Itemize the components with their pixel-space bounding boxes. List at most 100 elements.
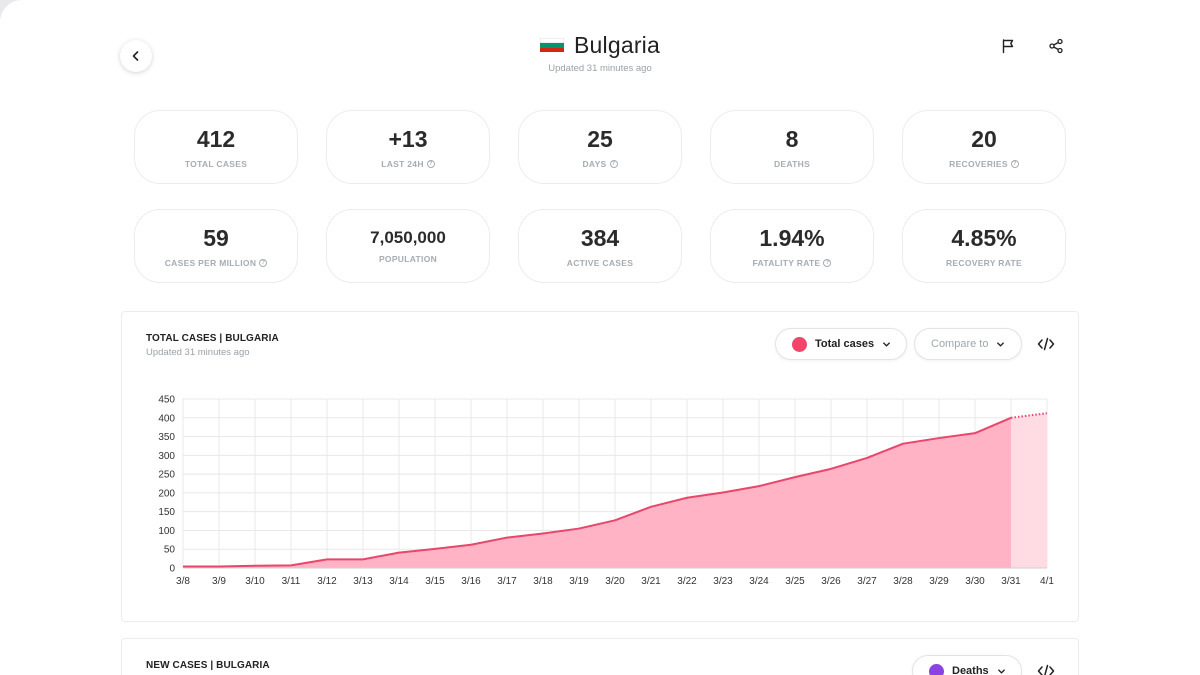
compare-select-placeholder: Compare to: [931, 338, 989, 350]
x-tick-label: 3/16: [461, 576, 481, 587]
info-icon[interactable]: ?: [259, 258, 268, 267]
x-tick-label: 4/1: [1040, 576, 1054, 587]
x-tick-label: 3/9: [212, 576, 226, 587]
x-tick-label: 3/11: [282, 576, 301, 587]
stat-value: 4.85%: [951, 224, 1017, 251]
stat-label-text: RECOVERIES: [949, 158, 1008, 169]
x-tick-label: 3/14: [389, 576, 409, 587]
y-tick-label: 0: [169, 564, 175, 575]
metric-color-dot: [929, 663, 944, 675]
x-tick-label: 3/30: [965, 576, 985, 587]
total-cases-card: TOTAL CASES | BULGARIA Updated 31 minute…: [121, 311, 1079, 622]
updated-timestamp: Updated 31 minutes ago: [548, 62, 652, 74]
compare-select[interactable]: Compare to: [914, 328, 1022, 360]
metric-select-label: Total cases: [815, 338, 875, 350]
y-tick-label: 150: [158, 507, 175, 518]
stat-label: FATALITY RATE?: [753, 258, 832, 268]
stat-label-text: ACTIVE CASES: [566, 257, 634, 268]
x-tick-label: 3/18: [533, 576, 553, 587]
y-tick-label: 200: [158, 488, 175, 499]
stat-label: DEATHS: [774, 159, 810, 169]
stat-label-text: LAST 24H: [381, 158, 424, 169]
info-icon[interactable]: ?: [823, 258, 832, 267]
stat-value: 25: [587, 125, 613, 152]
stat-card: 8 DEATHS: [710, 110, 874, 184]
stat-card: 4.85% RECOVERY RATE: [902, 209, 1066, 283]
metric-color-dot: [792, 336, 807, 352]
stat-value: 412: [196, 125, 236, 152]
stat-label-text: CASES PER MILLION: [164, 257, 257, 268]
x-tick-label: 3/21: [641, 576, 661, 587]
y-tick-label: 100: [158, 526, 175, 537]
x-tick-label: 3/29: [929, 576, 949, 587]
stat-card: 1.94% FATALITY RATE?: [710, 209, 874, 283]
y-tick-label: 350: [158, 432, 175, 443]
projected-area: [1011, 413, 1047, 568]
x-tick-label: 3/15: [425, 576, 445, 587]
x-tick-label: 3/17: [497, 576, 517, 587]
stat-label-text: RECOVERY RATE: [945, 257, 1022, 268]
y-tick-label: 450: [158, 395, 175, 406]
stat-card: 412 TOTAL CASES: [134, 110, 298, 184]
total-cases-line: [183, 416, 1012, 568]
card-updated: Updated 31 minutes ago: [146, 347, 250, 358]
total-cases-area: [183, 417, 1011, 568]
code-icon: [1037, 337, 1055, 351]
stat-value: 59: [203, 224, 229, 251]
x-tick-label: 3/24: [749, 576, 769, 587]
chevron-down-icon: [997, 668, 1005, 674]
x-tick-label: 3/31: [1001, 576, 1021, 587]
stat-label: ACTIVE CASES: [567, 258, 633, 268]
metric-select-label: Deaths: [952, 665, 989, 675]
info-icon[interactable]: ?: [426, 159, 435, 168]
card-title: TOTAL CASES | BULGARIA: [146, 333, 279, 344]
stat-card: 20 RECOVERIES?: [902, 110, 1066, 184]
card-title: NEW CASES | BULGARIA: [146, 660, 270, 671]
y-tick-label: 250: [158, 470, 175, 481]
x-tick-label: 3/27: [857, 576, 877, 587]
stat-label-text: DEATHS: [773, 158, 811, 169]
y-tick-label: 50: [164, 545, 176, 556]
back-button[interactable]: [120, 40, 152, 72]
page-title: Bulgaria: [574, 31, 660, 58]
stat-value: 8: [785, 125, 799, 152]
stat-value: +13: [388, 125, 428, 152]
chevron-left-icon: [132, 51, 139, 61]
stat-card: 25 DAYS?: [518, 110, 682, 184]
x-tick-label: 3/26: [821, 576, 841, 587]
share-icon: [1049, 38, 1063, 54]
stat-card: 59 CASES PER MILLION?: [134, 209, 298, 283]
flag-icon: [1002, 39, 1014, 54]
embed-button[interactable]: [1035, 662, 1057, 675]
x-tick-label: 3/13: [353, 576, 373, 587]
stats-row-2: 59 CASES PER MILLION? 7,050,000 POPULATION 3…: [134, 209, 1066, 283]
metric-select[interactable]: Total cases: [775, 328, 907, 360]
x-tick-label: 3/10: [245, 576, 265, 587]
info-icon[interactable]: ?: [609, 159, 618, 168]
stat-label: TOTAL CASES: [185, 159, 247, 169]
stat-label: RECOVERY RATE: [946, 258, 1022, 268]
stat-value: 1.94%: [759, 224, 825, 251]
report-button[interactable]: [998, 36, 1018, 56]
new-cases-card: NEW CASES | BULGARIA Deaths: [121, 638, 1079, 675]
stat-label: RECOVERIES?: [949, 159, 1019, 169]
share-button[interactable]: [1046, 36, 1066, 56]
x-tick-label: 3/8: [176, 576, 190, 587]
info-icon[interactable]: ?: [1010, 159, 1019, 168]
stat-label-text: POPULATION: [378, 254, 438, 264]
page-header: Bulgaria Updated 31 minutes ago: [0, 30, 1200, 74]
x-tick-label: 3/23: [713, 576, 733, 587]
stat-label: CASES PER MILLION?: [165, 258, 268, 268]
stat-value: 20: [971, 125, 997, 152]
stat-label: LAST 24H?: [381, 159, 435, 169]
metric-select[interactable]: Deaths: [912, 655, 1022, 675]
x-tick-label: 3/28: [893, 576, 913, 587]
stat-value: 7,050,000: [370, 228, 446, 247]
x-tick-label: 3/19: [569, 576, 589, 587]
embed-button[interactable]: [1035, 335, 1057, 353]
stat-label-text: TOTAL CASES: [184, 158, 248, 169]
stat-value: 384: [580, 224, 620, 251]
stats-row-1: 412 TOTAL CASES +13 LAST 24H? 25 DAYS? 8 DEATHS…: [134, 110, 1066, 184]
y-tick-label: 400: [158, 413, 175, 424]
